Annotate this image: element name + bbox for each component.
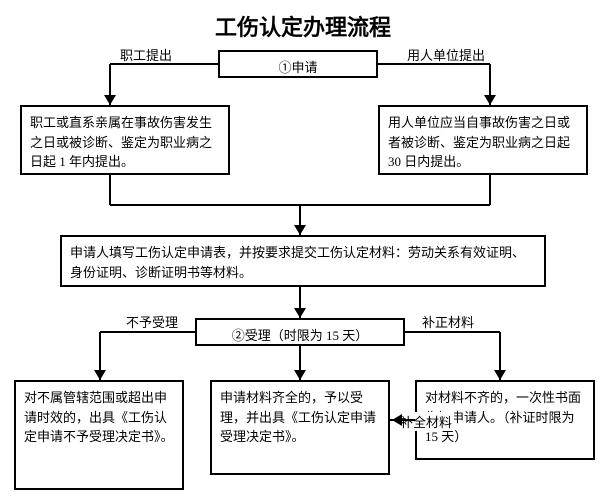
page-title: 工伤认定办理流程 (0, 10, 606, 42)
box-apply: ①申请 (218, 50, 378, 78)
label-noaccept: 不予受理 (124, 312, 180, 331)
label-supplement2: 补全材料 (398, 412, 454, 431)
label-unit: 用人单位提出 (405, 45, 487, 64)
box-mid: 申请人填写工伤认定申请表，并按要求提交工伤认定材料：劳动关系有效证明、身份证明、… (60, 235, 546, 287)
box-right1: 用人单位应当自事故伤害之日或者被诊断、鉴定为职业病之日起 30 日内提出。 (378, 105, 588, 175)
label-supplement: 补正材料 (420, 312, 476, 331)
box-out-left: 对不属管辖范围或超出申请时效的，出具《工伤认定申请不予受理决定书》。 (14, 380, 184, 490)
box-accept: ②受理（时限为 15 天） (195, 318, 405, 346)
box-left1: 职工或直系亲属在事故伤害发生之日或被诊断、鉴定为职业病之日起 1 年内提出。 (20, 105, 230, 175)
box-out-mid: 申请材料齐全的，予以受理，并出具《工伤认定申请受理决定书》。 (210, 380, 390, 475)
label-employee: 职工提出 (118, 45, 174, 64)
